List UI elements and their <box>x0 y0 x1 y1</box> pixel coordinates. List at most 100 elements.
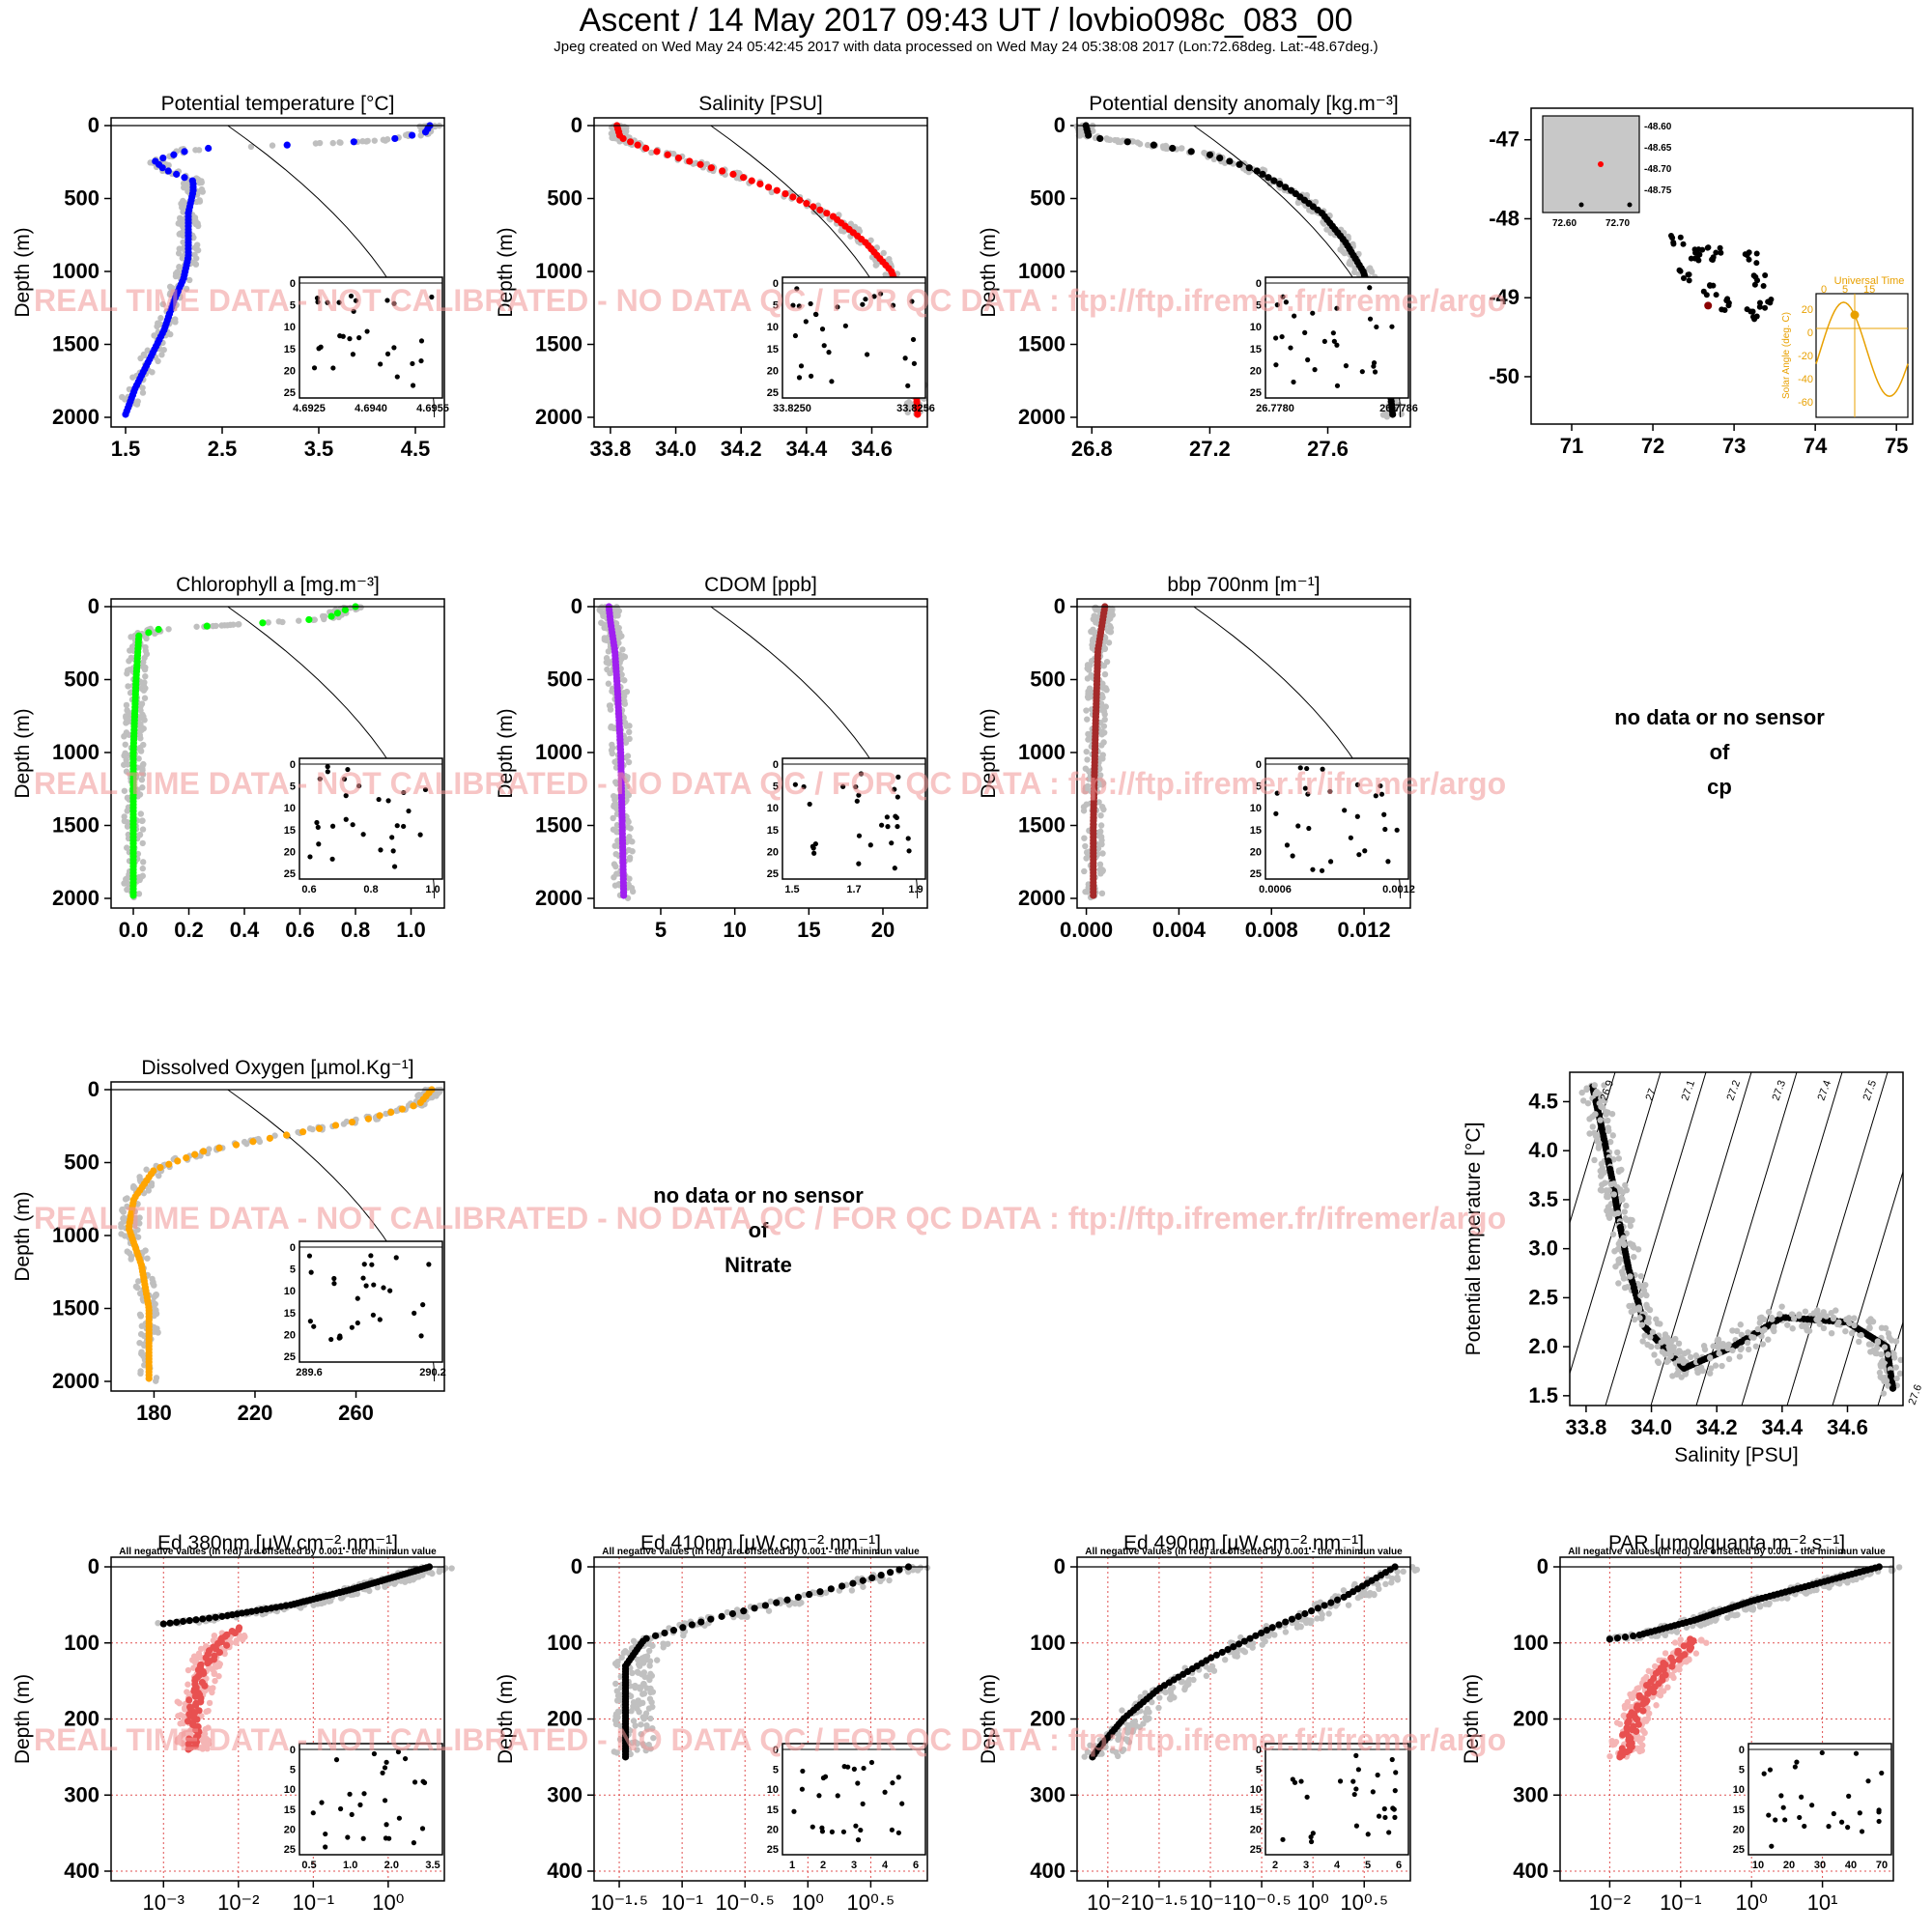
inset-point <box>402 1755 409 1762</box>
background-point <box>1371 1591 1378 1598</box>
background-point <box>1601 1082 1607 1089</box>
map-inset-point <box>1598 161 1604 167</box>
negative-background-point <box>210 1685 216 1691</box>
y-tick-label: 1500 <box>1018 332 1065 356</box>
background-point <box>1729 1347 1736 1354</box>
inset-x-label: 1.7 <box>846 884 861 895</box>
background-point <box>1122 1736 1129 1743</box>
y-tick-label: 500 <box>64 668 99 692</box>
background-point <box>1676 1348 1683 1354</box>
y-tick-label: 500 <box>547 668 582 692</box>
background-point <box>124 808 130 814</box>
inset-x-label: 0.0012 <box>1382 884 1415 895</box>
inset-point <box>905 383 911 388</box>
y-tick-label: 1500 <box>52 813 99 838</box>
background-point <box>1602 1179 1608 1186</box>
background-point <box>319 612 327 620</box>
background-point <box>416 123 423 129</box>
x-tick-label: 10⁻⁰·⁵ <box>1232 1890 1291 1915</box>
negative-profile-point <box>191 1709 199 1717</box>
inset-y-label: 25 <box>284 387 296 399</box>
profile-point <box>1123 138 1131 146</box>
profile-point <box>391 134 399 143</box>
chart-title: Potential density anomaly [kg.m⁻³] <box>1089 93 1398 115</box>
profile-point <box>719 167 726 175</box>
inset-point <box>349 1324 355 1330</box>
inset-point <box>856 792 862 798</box>
profile-point <box>181 174 188 182</box>
background-point <box>1729 1327 1736 1334</box>
background-point <box>151 1282 157 1289</box>
profile-point <box>751 1605 758 1612</box>
background-point <box>642 1747 649 1754</box>
background-point <box>138 1350 145 1357</box>
background-point <box>144 1255 151 1262</box>
y-tick-label: 1000 <box>535 740 582 764</box>
background-point <box>607 669 613 677</box>
x-tick-label: 10⁻¹ <box>661 1890 702 1915</box>
background-point <box>129 374 136 381</box>
profile-point <box>764 184 773 191</box>
background-point <box>243 1140 250 1148</box>
y-tick-label: -50 <box>1489 364 1520 388</box>
inset-y-label: 5 <box>1256 781 1262 793</box>
background-point <box>166 283 174 291</box>
inset-point <box>853 783 859 790</box>
inset-y-label: 0 <box>773 759 779 771</box>
background-point <box>1260 1634 1266 1642</box>
inset-point <box>809 373 814 379</box>
background-point <box>156 1172 162 1179</box>
background-point <box>210 622 216 630</box>
inset-point <box>1302 785 1308 791</box>
x-tick-label: 10⁰·⁵ <box>1340 1890 1388 1915</box>
inset-y-label: 0 <box>773 278 779 290</box>
x-tick-label: 34.4 <box>1761 1415 1804 1439</box>
inset-point <box>325 769 330 775</box>
background-point <box>1823 1313 1830 1320</box>
inset-point <box>412 1310 417 1316</box>
negative-background-point <box>174 1698 181 1705</box>
x-tick-label: 20 <box>871 918 895 942</box>
background-point <box>1851 1321 1858 1329</box>
background-point <box>610 814 616 822</box>
inset-x-label: 1.0 <box>425 884 440 895</box>
inset-point <box>812 840 818 847</box>
background-point <box>143 1166 150 1173</box>
plot-frame <box>110 117 445 428</box>
background-point <box>138 873 145 880</box>
y-tick-label: 100 <box>547 1631 582 1655</box>
inset-point <box>895 774 901 780</box>
background-point <box>1293 1624 1301 1631</box>
profile-point <box>838 1582 846 1590</box>
background-point <box>191 251 198 258</box>
no-data-nitrate: no data or no sensor of Nitrate <box>565 1179 952 1283</box>
x-tick-label: 5 <box>655 918 667 942</box>
background-point <box>1081 1753 1088 1760</box>
background-point <box>1345 1602 1352 1608</box>
background-point <box>1084 665 1091 672</box>
background-point <box>383 1110 389 1118</box>
inset-x-label: 4.6925 <box>293 403 326 414</box>
background-point <box>122 741 128 748</box>
background-point <box>410 1577 416 1583</box>
inset-y-label: 0 <box>290 1745 296 1756</box>
profile-point <box>215 1144 223 1152</box>
background-point <box>1630 1243 1636 1250</box>
inset-y-label: 15 <box>1250 344 1262 355</box>
profile-point <box>1282 1618 1290 1626</box>
inset-point <box>356 782 362 789</box>
background-point <box>632 1722 639 1729</box>
inset-point <box>331 1275 337 1282</box>
chart-title: Potential temperature [°C] <box>161 93 395 115</box>
inset-x-label: 1.9 <box>908 884 923 895</box>
background-point <box>621 719 629 726</box>
inset-point <box>1297 765 1303 771</box>
background-point <box>152 1300 158 1308</box>
inset-y-label: 5 <box>290 300 296 312</box>
inset-point <box>892 786 897 792</box>
background-point <box>1354 1594 1362 1602</box>
background-point <box>917 1564 924 1571</box>
negative-background-point <box>202 1736 209 1743</box>
background-point <box>621 653 629 661</box>
background-point <box>636 1662 643 1669</box>
